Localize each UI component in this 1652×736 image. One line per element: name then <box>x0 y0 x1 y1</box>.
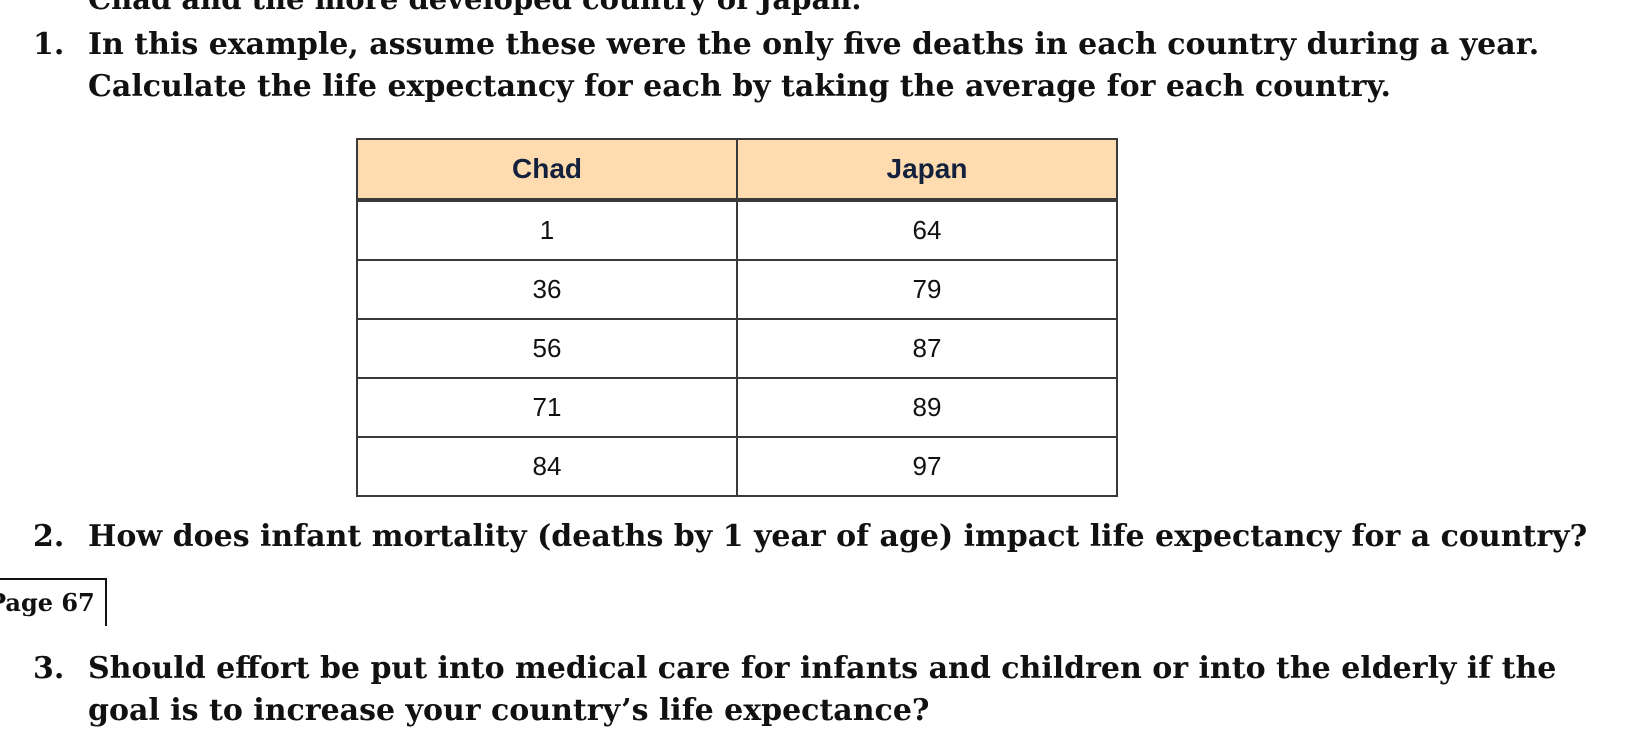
table-row: 71 89 <box>356 377 1118 438</box>
column-header-japan: Japan <box>736 138 1118 202</box>
table-row: 36 79 <box>356 259 1118 320</box>
column-header-chad: Chad <box>356 138 738 202</box>
question-text: In this example, assume these were the o… <box>88 24 1539 108</box>
question-line: goal is to increase your country’s life … <box>88 693 930 728</box>
question-number: 1. <box>33 27 65 62</box>
question-line: Calculate the life expectancy for each b… <box>88 69 1391 104</box>
deaths-table: Chad Japan 1 64 36 79 56 87 71 89 84 97 <box>356 138 1118 497</box>
table-row: 1 64 <box>356 199 1118 261</box>
question-line: In this example, assume these were the o… <box>88 27 1540 62</box>
table-cell: 97 <box>736 436 1118 497</box>
table-cell: 84 <box>356 436 738 497</box>
question-line: How does infant mortality (deaths by 1 y… <box>88 519 1588 554</box>
table-cell: 1 <box>356 199 738 261</box>
table-cell: 64 <box>736 199 1118 261</box>
table-header-row: Chad Japan <box>356 138 1118 202</box>
table-cell: 56 <box>356 318 738 379</box>
page-number-label: Page 67 <box>0 578 107 626</box>
table-cell: 71 <box>356 377 738 438</box>
table-row: 84 97 <box>356 436 1118 497</box>
question-text: Should effort be put into medical care f… <box>88 648 1556 732</box>
table-cell: 79 <box>736 259 1118 320</box>
question-line: Should effort be put into medical care f… <box>88 651 1557 686</box>
table-cell: 36 <box>356 259 738 320</box>
question-text: How does infant mortality (deaths by 1 y… <box>88 516 1587 558</box>
table-cell: 89 <box>736 377 1118 438</box>
question-number: 2. <box>33 519 65 554</box>
table-row: 56 87 <box>356 318 1118 379</box>
previous-text-line: Chad and the more developed country of J… <box>88 0 861 16</box>
table-cell: 87 <box>736 318 1118 379</box>
question-number: 3. <box>33 651 65 686</box>
